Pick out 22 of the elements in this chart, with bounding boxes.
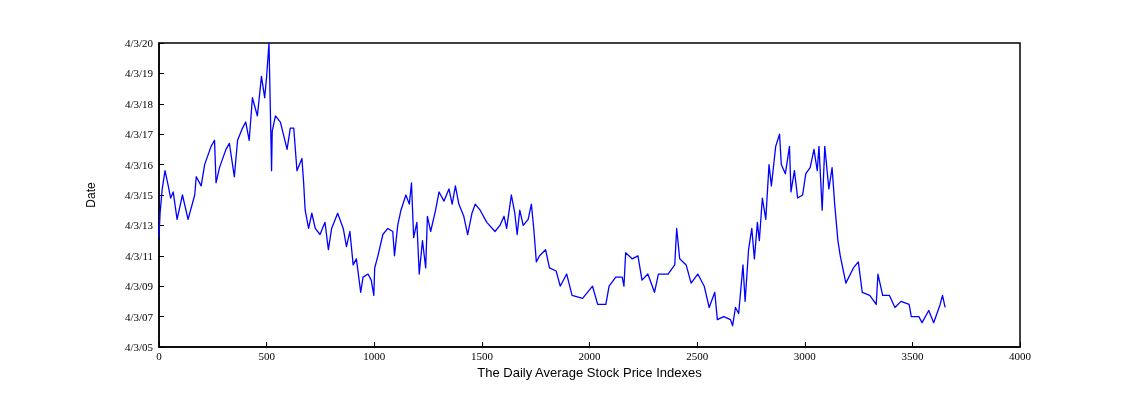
- x-tick-label: 4000: [1009, 349, 1032, 362]
- x-tick-label: 0: [156, 349, 163, 362]
- text: 4/3/18: [124, 97, 154, 110]
- x-axis-title: The Daily Average Stock Price Indexes: [477, 364, 703, 380]
- text: 4/3/13: [124, 219, 154, 232]
- y-axis-title: Date: [84, 182, 98, 208]
- text: 4/3/20: [124, 37, 154, 49]
- text: 4/3/19: [124, 67, 154, 80]
- text: 4/3/16: [124, 158, 154, 171]
- text: 4/3/17: [124, 128, 154, 141]
- text: 4/3/09: [124, 280, 154, 293]
- x-tick-label: 3000: [793, 349, 817, 362]
- x-tick-label: 2000: [578, 349, 601, 362]
- text: 4/3/05: [124, 341, 154, 353]
- text: 4/3/15: [124, 189, 154, 201]
- x-tick-label: 2500: [686, 349, 709, 362]
- x-tick-label: 1000: [363, 349, 386, 362]
- text: 4/3/07: [124, 310, 154, 323]
- text: 4/3/11: [125, 249, 153, 262]
- x-tick-label: 500: [258, 349, 276, 362]
- x-tick-label: 1500: [470, 349, 494, 362]
- x-tick-label: 3500: [901, 349, 924, 362]
